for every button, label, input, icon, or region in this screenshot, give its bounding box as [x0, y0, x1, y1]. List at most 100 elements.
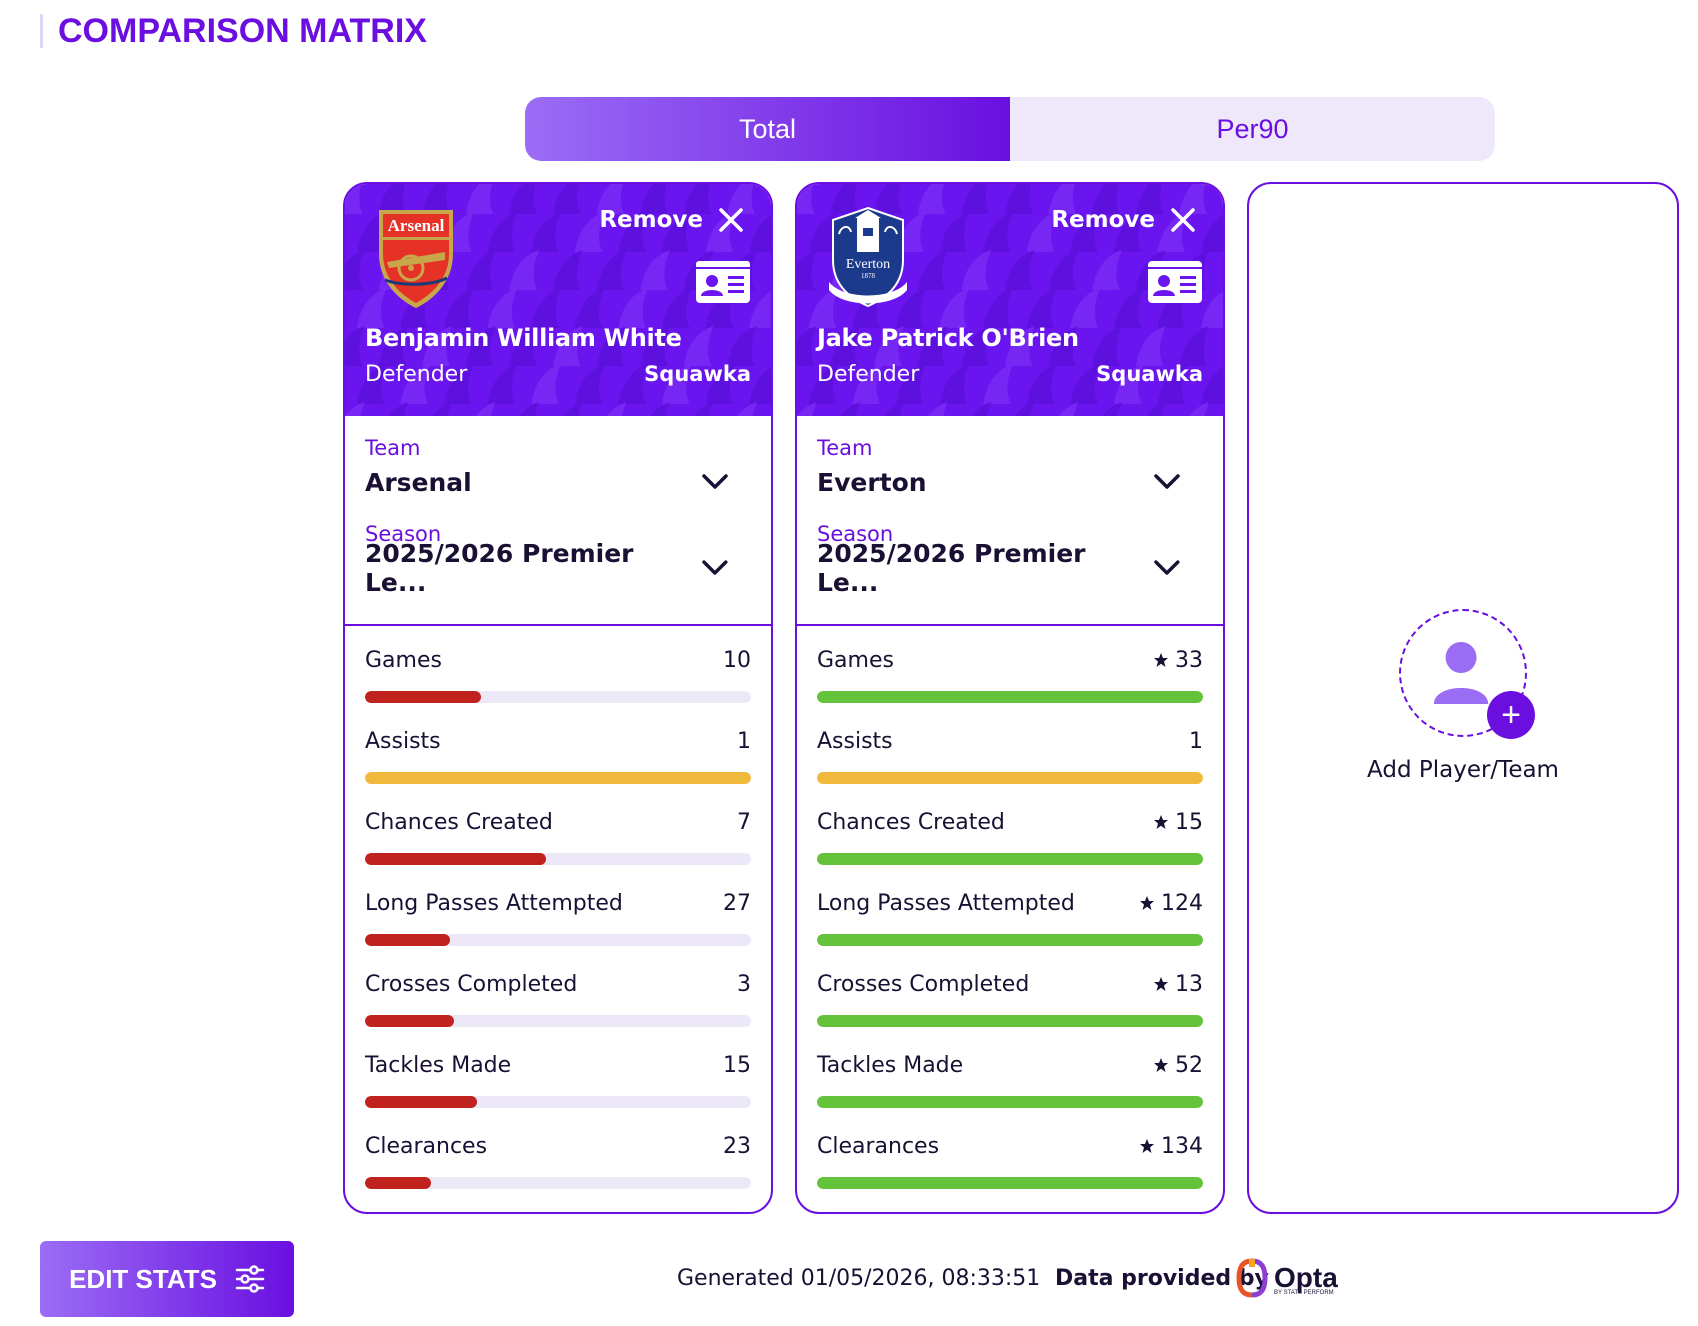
- player-position: Defender: [365, 362, 468, 387]
- stat-value-wrap: 27: [723, 891, 751, 916]
- stat-bar-fill: [365, 691, 481, 703]
- star-icon: [1140, 1139, 1154, 1153]
- stat-value: 7: [737, 809, 751, 835]
- stat-value-wrap: 15: [723, 1053, 751, 1078]
- generated-timestamp: Generated 01/05/2026, 08:33:51: [677, 1266, 1041, 1291]
- id-card-icon[interactable]: [1147, 260, 1203, 304]
- stat-row: Games 10: [365, 646, 751, 727]
- stat-bar-fill: [817, 1015, 1203, 1027]
- stat-value-wrap: 13: [1153, 972, 1203, 997]
- stat-header: Chances Created 15: [817, 808, 1203, 836]
- chevron-down-icon: [702, 474, 728, 489]
- star-icon: [1154, 1058, 1168, 1072]
- stat-name: Assists: [365, 728, 441, 754]
- edit-stats-button[interactable]: EDIT STATS: [40, 1241, 294, 1317]
- player-card-header: Arsenal Remove Benjamin William White De…: [345, 184, 771, 416]
- stat-row: Clearances 23: [365, 1132, 751, 1212]
- stat-bar: [817, 934, 1203, 946]
- stat-bar-fill: [817, 1096, 1203, 1108]
- team-select[interactable]: Arsenal: [365, 460, 751, 504]
- stat-bar-fill: [817, 691, 1203, 703]
- stat-header: Clearances 134: [817, 1132, 1203, 1160]
- stat-row: Clearances 134: [817, 1132, 1203, 1212]
- stat-header: Tackles Made 52: [817, 1051, 1203, 1079]
- stat-header: Assists 1: [365, 727, 751, 755]
- id-card-icon[interactable]: [695, 260, 751, 304]
- stat-bar-fill: [365, 1177, 431, 1189]
- stat-value-wrap: 1: [1189, 729, 1203, 754]
- toggle-total[interactable]: Total: [525, 97, 1010, 161]
- chevron-down-icon: [702, 560, 728, 575]
- stat-header: Crosses Completed 3: [365, 970, 751, 998]
- stat-row: Crosses Completed 13: [817, 970, 1203, 1051]
- stat-header: Crosses Completed 13: [817, 970, 1203, 998]
- season-label: Season: [817, 522, 894, 546]
- stat-header: Games 10: [365, 646, 751, 674]
- stat-row: Assists 1: [365, 727, 751, 808]
- stat-row: Games 33: [817, 646, 1203, 727]
- stat-value-wrap: 33: [1153, 648, 1203, 673]
- stat-header: Assists 1: [817, 727, 1203, 755]
- stat-value-wrap: 7: [737, 810, 751, 835]
- plus-icon: +: [1487, 691, 1535, 739]
- stat-name: Crosses Completed: [817, 971, 1030, 997]
- player-card-header: Everton 1878 Remove Jake Patrick O'Brien…: [797, 184, 1223, 416]
- toggle-per90[interactable]: Per90: [1216, 113, 1289, 144]
- stat-value-wrap: 1: [737, 729, 751, 754]
- stat-value: 1: [737, 728, 751, 754]
- player-name: Benjamin William White: [365, 324, 682, 352]
- stat-bar-fill: [817, 1177, 1203, 1189]
- selectors: Team Everton Season 2025/2026 Premier Le…: [797, 416, 1223, 626]
- stat-name: Games: [817, 647, 894, 673]
- team-select[interactable]: Everton: [817, 460, 1203, 504]
- user-icon: [1433, 642, 1489, 704]
- page-title-bar: COMPARISON MATRIX: [40, 14, 427, 48]
- stat-value-wrap: 52: [1153, 1053, 1203, 1078]
- data-provided-by: Data provided by: [1055, 1266, 1269, 1291]
- edit-stats-label: EDIT STATS: [69, 1263, 217, 1294]
- player-position: Defender: [817, 362, 920, 387]
- team-label: Team: [365, 436, 421, 460]
- stat-row: Assists 1: [817, 727, 1203, 808]
- stat-name: Tackles Made: [365, 1052, 512, 1078]
- stats-list: Games 33 Assists 1 Chances Created 15 Long Pas…: [797, 626, 1223, 1212]
- stat-header: Long Passes Attempted 124: [817, 889, 1203, 917]
- stat-bar: [365, 934, 751, 946]
- svg-text:1878: 1878: [861, 272, 876, 280]
- stat-bar-fill: [817, 853, 1203, 865]
- stat-value-wrap: 15: [1153, 810, 1203, 835]
- stat-value: 124: [1161, 890, 1203, 916]
- sliders-icon: [235, 1265, 265, 1293]
- stat-bar: [817, 1015, 1203, 1027]
- stat-row: Long Passes Attempted 124: [817, 889, 1203, 970]
- add-player-button[interactable]: +: [1399, 609, 1535, 739]
- stat-value: 1: [1189, 728, 1203, 754]
- season-select[interactable]: 2025/2026 Premier Le...: [365, 539, 751, 597]
- stat-name: Tackles Made: [817, 1052, 964, 1078]
- total-per90-toggle: Total Per90: [525, 97, 1495, 161]
- stat-bar: [817, 772, 1203, 784]
- stat-name: Crosses Completed: [365, 971, 578, 997]
- stat-bar: [365, 853, 751, 865]
- stat-name: Long Passes Attempted: [365, 890, 623, 916]
- svg-text:Arsenal: Arsenal: [388, 216, 445, 235]
- stat-bar: [365, 1096, 751, 1108]
- opta-mark-icon: [1236, 1258, 1268, 1298]
- stat-value-wrap: 134: [1139, 1134, 1203, 1159]
- stat-value-wrap: 23: [723, 1134, 751, 1159]
- stat-bar: [817, 853, 1203, 865]
- stat-row: Crosses Completed 3: [365, 970, 751, 1051]
- remove-button[interactable]: Remove: [599, 206, 745, 234]
- opta-name: Opta: [1274, 1262, 1338, 1293]
- stat-row: Tackles Made 52: [817, 1051, 1203, 1132]
- remove-button[interactable]: Remove: [1051, 206, 1197, 234]
- opta-logo: Opta BY STATS PERFORM: [1236, 1258, 1338, 1298]
- stat-bar-fill: [365, 934, 450, 946]
- stat-name: Games: [365, 647, 442, 673]
- stat-bar-fill: [817, 772, 1203, 784]
- stat-bar: [365, 772, 751, 784]
- star-icon: [1140, 896, 1154, 910]
- stat-header: Clearances 23: [365, 1132, 751, 1160]
- season-select[interactable]: 2025/2026 Premier Le...: [817, 539, 1203, 597]
- player-name: Jake Patrick O'Brien: [817, 324, 1079, 352]
